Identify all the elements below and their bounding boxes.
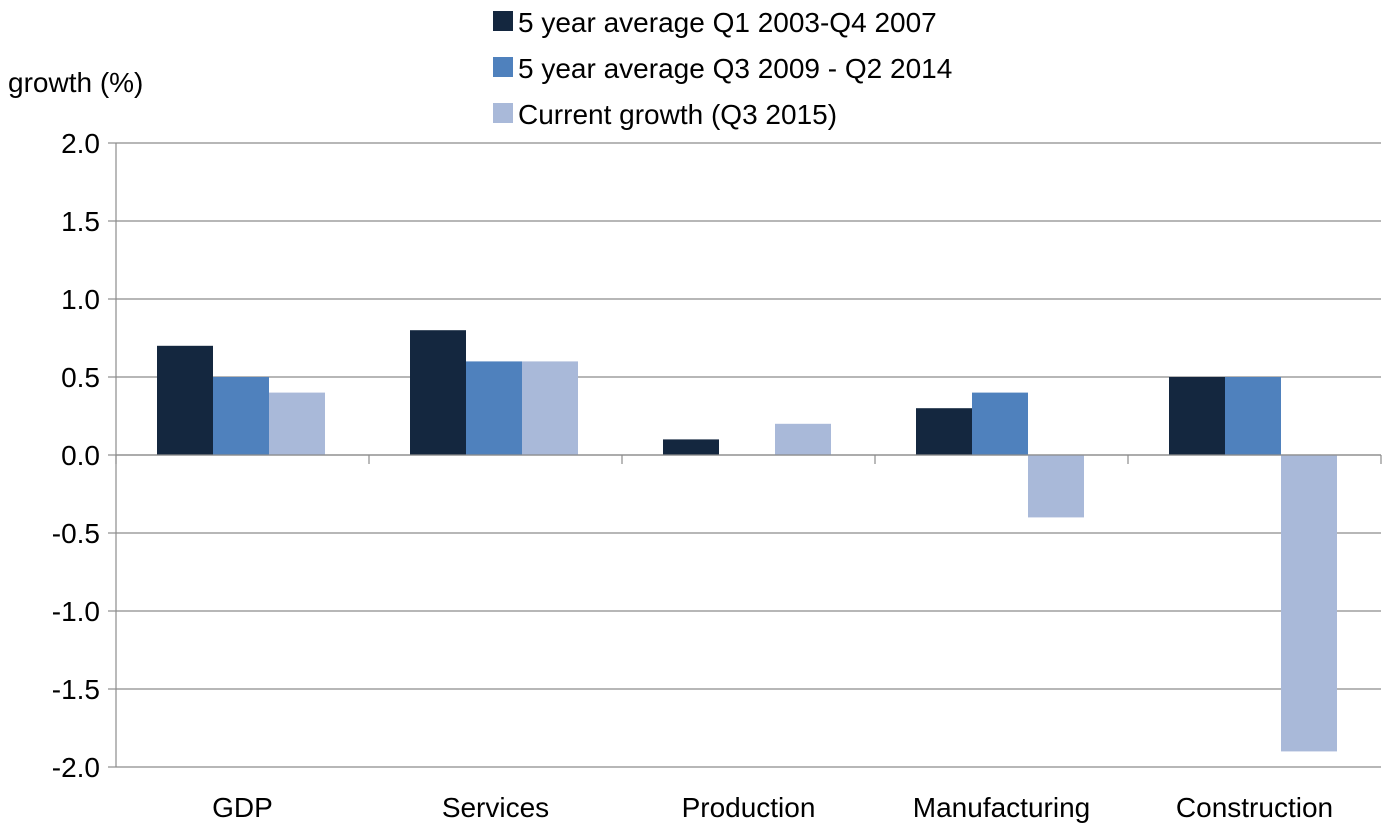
legend-label: Current growth (Q3 2015) [518, 99, 837, 130]
y-tick-label: -0.5 [52, 518, 100, 549]
x-category-label: Services [442, 792, 549, 823]
bar-construction-series-1 [1169, 377, 1225, 455]
bars [157, 330, 1337, 752]
bar-production-series-3 [775, 423, 831, 455]
y-tick-label: 1.5 [61, 206, 100, 237]
axes [115, 143, 1382, 767]
bar-construction-series-2 [1225, 377, 1281, 455]
x-category-label: Production [682, 792, 816, 823]
y-tick-label: 2.0 [61, 128, 100, 159]
bar-gdp-series-1 [157, 345, 213, 455]
legend-label: 5 year average Q3 2009 - Q2 2014 [518, 53, 952, 84]
bar-manufacturing-series-1 [916, 408, 972, 455]
bar-services-series-2 [466, 361, 522, 455]
legend-label: 5 year average Q1 2003-Q4 2007 [518, 7, 937, 38]
legend-swatch [493, 57, 513, 77]
bar-production-series-1 [663, 439, 719, 455]
y-tick-label: 0.5 [61, 362, 100, 393]
legend-swatch [493, 103, 513, 123]
y-tick-label: 1.0 [61, 284, 100, 315]
x-category-label: Construction [1176, 792, 1333, 823]
bar-gdp-series-2 [213, 377, 269, 455]
y-tick-label: -1.0 [52, 596, 100, 627]
x-category-label: Manufacturing [913, 792, 1090, 823]
y-axis-ticks: -2.0 -1.5 -1.0 -0.5 0.0 0.5 1.0 1.5 2.0 [52, 128, 116, 783]
legend-swatch [493, 11, 513, 31]
x-axis-category-labels: GDP Services Production Manufacturing Constr… [212, 792, 1333, 823]
x-category-label: GDP [212, 792, 273, 823]
bar-manufacturing-series-2 [972, 392, 1028, 455]
legend: 5 year average Q1 2003-Q4 2007 5 year ave… [493, 7, 952, 130]
y-tick-label: 0.0 [61, 440, 100, 471]
bar-gdp-series-3 [269, 392, 325, 455]
bar-services-series-3 [522, 361, 578, 455]
bar-services-series-1 [410, 330, 466, 455]
y-axis-label: growth (%) [8, 67, 143, 98]
y-tick-label: -1.5 [52, 674, 100, 705]
bar-manufacturing-series-3 [1028, 455, 1084, 518]
bar-construction-series-3 [1281, 455, 1337, 752]
y-tick-label: -2.0 [52, 752, 100, 783]
